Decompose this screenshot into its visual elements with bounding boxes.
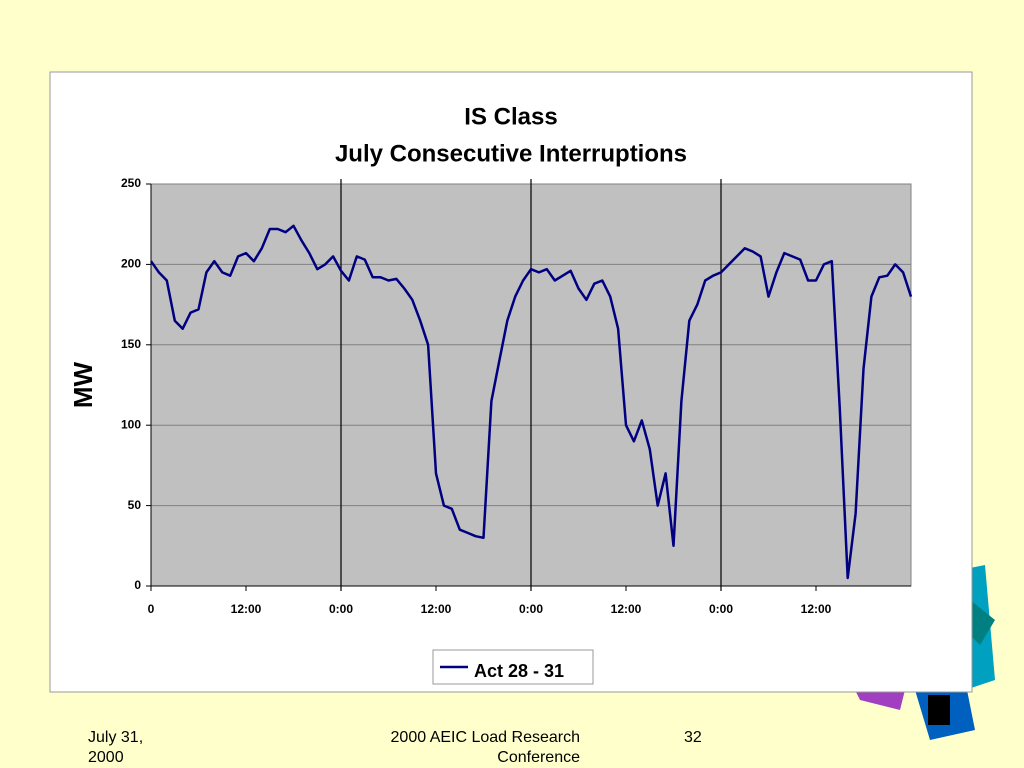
x-tick-label: 12:00 bbox=[421, 602, 452, 616]
chart-subtitle: July Consecutive Interruptions bbox=[335, 140, 687, 167]
footer-page: 32 bbox=[684, 729, 702, 746]
x-tick-label: 12:00 bbox=[231, 602, 262, 616]
y-tick-label: 250 bbox=[121, 176, 141, 190]
x-tick-label: 0:00 bbox=[519, 602, 543, 616]
y-tick-label: 200 bbox=[121, 257, 141, 271]
y-axis-label: MW bbox=[68, 361, 98, 408]
data-line bbox=[149, 224, 913, 580]
y-tick-label: 100 bbox=[121, 417, 141, 431]
y-tick-label: 150 bbox=[121, 337, 141, 351]
x-tick-label: 0:00 bbox=[709, 602, 733, 616]
footer-date: July 31, 2000 bbox=[88, 729, 144, 766]
chart-title: IS Class bbox=[464, 103, 557, 130]
x-tick-label: 0 bbox=[148, 602, 155, 616]
x-tick-label: 12:00 bbox=[611, 602, 642, 616]
x-tick-label: 0:00 bbox=[329, 602, 353, 616]
legend-label: Act 28 - 31 bbox=[474, 661, 564, 681]
y-tick-label: 50 bbox=[128, 498, 142, 512]
x-tick-label: 12:00 bbox=[801, 602, 832, 616]
footer-event: 2000 AEIC Load Research Conference bbox=[390, 729, 580, 766]
y-tick-label: 0 bbox=[134, 578, 141, 592]
